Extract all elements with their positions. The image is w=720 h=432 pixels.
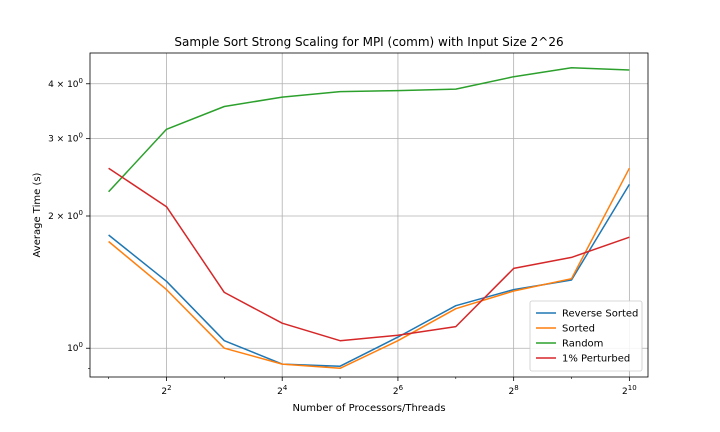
plot-frame [89, 52, 649, 378]
x-tick-label: 26 [393, 384, 404, 397]
x-axis-label: Number of Processors/Threads [292, 403, 445, 414]
chart-title: Sample Sort Strong Scaling for MPI (comm… [174, 35, 563, 49]
y-tick-label: 4 × 100 [48, 77, 83, 90]
x-tick-label: 22 [161, 384, 171, 397]
legend-entry: Random [562, 339, 603, 350]
x-tick-label: 28 [509, 384, 519, 397]
series-line-sorted [108, 167, 631, 370]
y-tick-label: 2 × 100 [48, 209, 83, 222]
legend-entry: 1% Perturbed [562, 354, 630, 365]
series-line-1-perturbed [108, 167, 630, 342]
y-tick-label: 100 [67, 341, 83, 354]
y-axis-label: Average Time (s) [32, 172, 43, 257]
legend-entry: Reverse Sorted [562, 309, 638, 320]
legend-entry: Sorted [562, 324, 595, 335]
x-tick-label: 24 [277, 384, 288, 397]
series-line-random [108, 67, 630, 193]
grid [90, 53, 648, 377]
x-tick-label: 210 [622, 384, 637, 397]
y-tick-label: 3 × 100 [48, 132, 83, 145]
legend: Reverse Sorted Sorted Random 1% Perturbed [529, 300, 643, 372]
ticks: 22 24 26 28 210 100 2 × 100 3 × 100 4 × 100 [48, 77, 637, 397]
series-layer [108, 67, 631, 370]
legend-box [529, 300, 643, 372]
